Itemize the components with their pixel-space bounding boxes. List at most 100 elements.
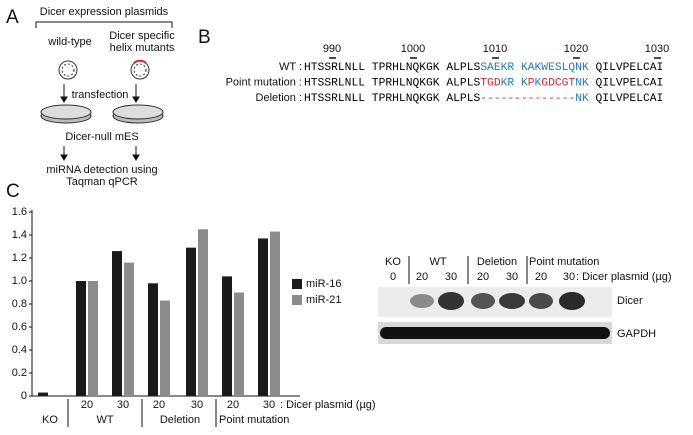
- y-tick-label: 1.2: [12, 252, 27, 264]
- y-tick-label: 0.6: [12, 321, 27, 333]
- header: Dicer expression plasmids: [40, 6, 169, 18]
- x-note: : Dicer plasmid (µg): [280, 399, 376, 411]
- sequence-segment: NK: [575, 93, 589, 105]
- group-label: WT: [96, 414, 113, 426]
- dicer-bands: [410, 292, 585, 310]
- sequence-segment: GDCGT: [541, 77, 575, 89]
- bar: [38, 392, 48, 396]
- x-tick-label: 30: [117, 399, 129, 411]
- position-number: 1030: [645, 43, 669, 55]
- sequence-segment: P: [528, 77, 535, 89]
- y-tick-label: 0.4: [12, 344, 27, 356]
- sequence-segment: SAEKR KAKWESLQNK: [480, 62, 589, 74]
- row-name: Point mutation :: [226, 76, 302, 88]
- sequence-segment: HTSSRLNLL TPRHLNQKGK ALPLS: [304, 93, 480, 105]
- blot-dose: 30: [445, 271, 457, 283]
- blot-dose: 20: [477, 271, 489, 283]
- blot-dose: 20: [535, 271, 547, 283]
- dishes: [40, 104, 164, 124]
- position-number: 1000: [401, 43, 425, 55]
- sequence: HTSSRLNLL TPRHLNQKGK ALPLSTGDKR KPKGDCGT…: [304, 77, 663, 89]
- sequence-segment: TGD: [480, 77, 501, 89]
- x-tick-label: 30: [191, 399, 203, 411]
- bar: [148, 283, 158, 396]
- sequence-segment: K: [535, 77, 542, 89]
- gapdh-bands: [380, 327, 610, 339]
- position-number: 1010: [483, 43, 507, 55]
- bar-chart: 0 0.2 0.4 0.6 0.8 1.0 1.2 1.4 1.6 20 30 20 30 20 30 : D…: [12, 206, 376, 427]
- bar: [112, 251, 122, 396]
- bar: [258, 238, 268, 396]
- y-tick-label: 0.8: [12, 298, 27, 310]
- panel-label: C: [6, 181, 20, 202]
- row-name: WT :: [279, 61, 302, 73]
- wild-type: wild-type: [47, 36, 91, 48]
- bar: [88, 281, 98, 396]
- western-blot: KO WT Deletion Point mutation 0 20 30 20 30 20 30:…: [378, 256, 672, 344]
- y-tick-label: 0: [21, 390, 27, 402]
- bar: [234, 292, 244, 396]
- y-tick-label: 0.2: [12, 367, 27, 379]
- blot-group: KO: [385, 256, 401, 268]
- mutant-label: Dicer specific: [109, 30, 175, 42]
- x-tick-label: 20: [227, 399, 239, 411]
- x-tick-label: 20: [81, 399, 93, 411]
- sequence-segment: HTSSRLNLL TPRHLNQKGK ALPLS: [304, 62, 480, 74]
- blot-group: Point mutation: [529, 256, 599, 268]
- bar: [198, 229, 208, 396]
- y-tick-label: 1.6: [12, 206, 27, 218]
- bar: [76, 281, 86, 396]
- bar: [124, 262, 134, 396]
- legend-label: miR-16: [306, 278, 341, 290]
- row-name: Deletion :: [256, 92, 302, 104]
- legend-label: miR-21: [306, 294, 341, 306]
- bar: [186, 247, 196, 396]
- x-tick-label: 20: [153, 399, 165, 411]
- sequence-segment: QILVPELCAI: [589, 93, 664, 105]
- plasmids: [58, 59, 150, 80]
- legend-swatch: [292, 295, 302, 305]
- bar: [160, 300, 170, 396]
- panel-label: A: [6, 7, 19, 28]
- blot-note: : Dicer plasmid (µg): [576, 271, 672, 283]
- position-number: 990: [323, 43, 341, 55]
- sequence-segment: NK: [575, 77, 589, 89]
- step: miRNA detection using: [46, 164, 157, 176]
- sequence-segment: QILVPELCAI: [589, 77, 664, 89]
- x-tick-label: 30: [263, 399, 275, 411]
- group-label: KO: [42, 414, 58, 426]
- sequence-segment: QILVPELCAI: [589, 62, 664, 74]
- sequence-segment: KR K: [501, 77, 528, 89]
- bar: [222, 276, 232, 396]
- position-number: 1020: [564, 43, 588, 55]
- step: Dicer-null mES: [65, 131, 138, 143]
- sequence: HTSSRLNLL TPRHLNQKGK ALPLSSAEKR KAKWESLQ…: [304, 62, 663, 74]
- group-label: Deletion: [160, 414, 200, 426]
- sequence-segment: --------------: [480, 93, 575, 105]
- y-tick-label: 1.4: [12, 229, 27, 241]
- blot-group: WT: [429, 256, 446, 268]
- sequence-segment: HTSSRLNLL TPRHLNQKGK ALPLS: [304, 77, 480, 89]
- band-label: Dicer: [617, 295, 643, 307]
- panel-label: B: [198, 27, 211, 48]
- sequence: HTSSRLNLL TPRHLNQKGK ALPLS--------------…: [304, 93, 663, 105]
- step: transfection: [72, 89, 129, 101]
- bar: [270, 231, 280, 396]
- y-tick-label: 1.0: [12, 275, 27, 287]
- band-label: GAPDH: [617, 328, 656, 340]
- blot-dose: 30: [506, 271, 518, 283]
- group-separators: [408, 256, 528, 284]
- step: Taqman qPCR: [66, 176, 138, 188]
- bracket: [35, 21, 173, 28]
- blot-dose: 30: [563, 271, 575, 283]
- blot-dose: 20: [416, 271, 428, 283]
- arrows: [60, 84, 140, 161]
- group-label: Point mutation: [219, 414, 289, 426]
- blot-group: Deletion: [477, 256, 517, 268]
- mutant-label: helix mutants: [110, 42, 175, 54]
- legend-swatch: [292, 279, 302, 289]
- blot-dose: 0: [390, 271, 396, 283]
